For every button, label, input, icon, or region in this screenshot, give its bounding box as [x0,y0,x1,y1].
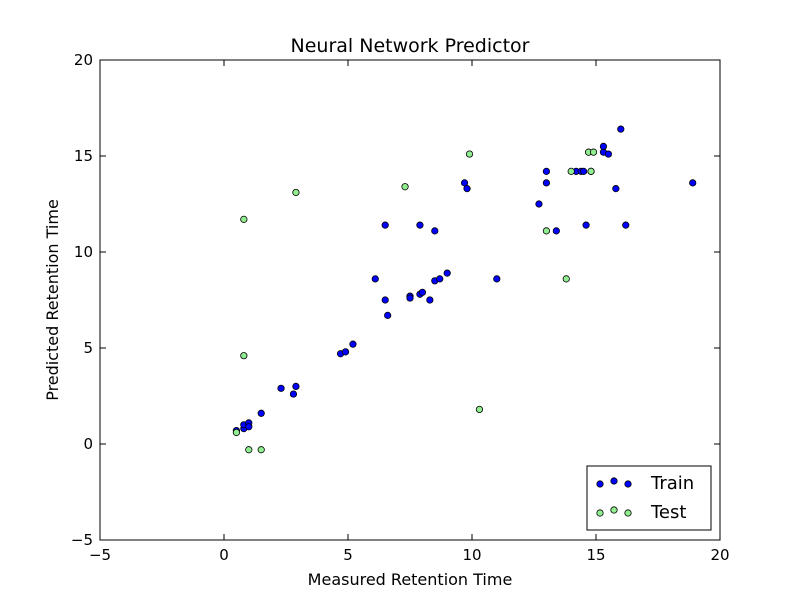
y-axis-label: Predicted Retention Time [43,199,62,401]
test-point [401,183,409,191]
test-point [542,227,551,235]
test-point [232,428,240,437]
train-point [257,409,265,417]
legend-marker-train [624,480,632,488]
plot-frame [99,59,721,541]
train-point [443,269,451,277]
legend-marker-train [610,477,618,485]
test-point [465,150,474,158]
train-point [579,167,588,175]
train-point [431,227,439,235]
legend-marker-test [610,506,618,514]
x-tick-label: 20 [710,546,729,564]
test-point [292,188,300,197]
train-point [418,288,426,296]
legend-marker-test [624,509,632,517]
test-point [240,352,248,360]
x-tick-label: 10 [462,546,481,564]
chart-title: Neural Network Predictor [291,35,530,57]
train-point [582,221,590,229]
train-point [617,125,625,133]
train-point [426,296,434,304]
test-point [587,167,595,175]
train-point [341,348,350,356]
y-tick-label: 15 [74,147,93,165]
train-point [384,311,392,319]
y-tick-label: 5 [83,339,93,357]
train-point [277,384,285,392]
y-tick-label: −5 [71,531,93,549]
train-point [689,179,697,187]
train-point [289,390,298,398]
axis-ticks: −5 0 5 10 15 20 −5 0 5 10 15 20 [71,51,730,564]
legend-label-test: Test [650,502,686,523]
x-axis-label: Measured Retention Time [308,570,513,589]
train-point [535,200,543,208]
train-point [381,221,389,229]
test-point [475,405,484,414]
train-point [406,294,414,302]
train-point [416,221,424,229]
test-point [240,215,248,223]
train-point [542,167,551,175]
test-point [562,275,570,283]
x-tick-label: −5 [89,546,111,564]
train-point [371,275,379,283]
legend-label-train: Train [650,473,694,494]
train-point [604,150,613,158]
test-point [257,446,265,454]
test-point [567,167,575,175]
x-tick-label: 15 [586,546,605,564]
train-point [349,340,357,348]
test-point [245,446,253,454]
train-point [612,185,620,193]
train-point [552,227,560,235]
y-tick-label: 0 [83,435,93,453]
y-tick-label: 10 [74,243,93,261]
y-tick-label: 20 [74,51,93,69]
legend: Train Test [586,465,712,531]
legend-box [586,465,712,531]
legend-marker-train [596,480,604,488]
train-point [292,382,300,390]
train-point [622,221,630,229]
train-point [381,296,389,304]
train-point [493,275,501,283]
train-point [463,185,471,193]
data-points [232,125,697,454]
test-point [589,148,598,156]
train-point [542,179,551,187]
legend-marker-test [596,509,604,517]
x-tick-label: 5 [343,546,353,564]
x-tick-label: 0 [219,546,229,564]
train-point [245,423,253,431]
train-point [599,142,608,150]
train-point [436,275,444,283]
